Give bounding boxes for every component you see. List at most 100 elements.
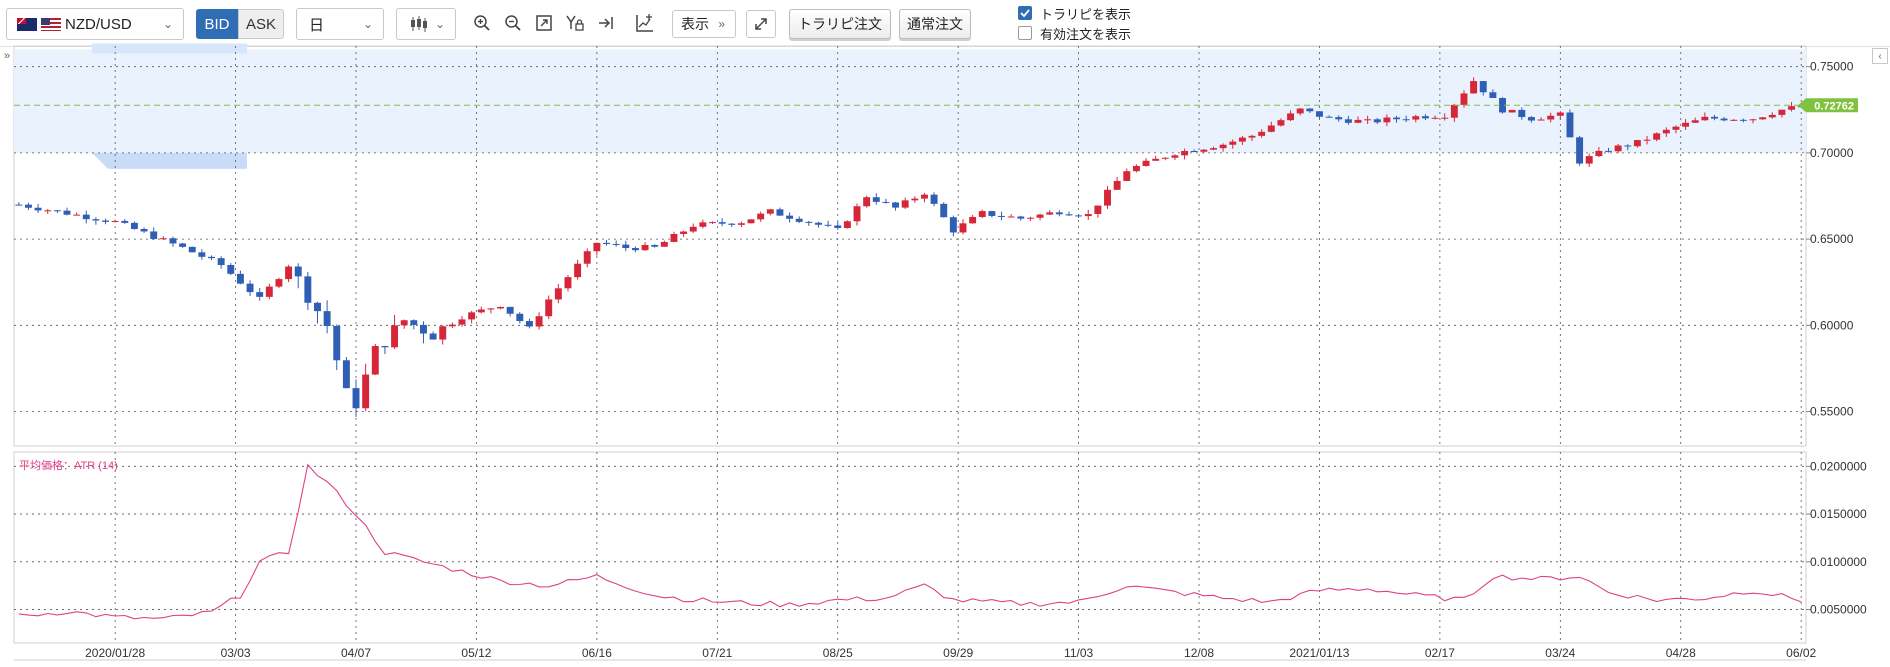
candle xyxy=(92,219,100,221)
candle xyxy=(930,194,938,204)
candle xyxy=(516,313,524,322)
y-axis-lock-icon[interactable] xyxy=(563,11,587,35)
trail-range-band xyxy=(14,49,1806,153)
zoom-out-icon[interactable] xyxy=(501,11,525,35)
time-tick-label: 08/25 xyxy=(823,646,853,660)
candle xyxy=(1739,119,1747,121)
candle xyxy=(15,204,23,206)
candle xyxy=(294,266,302,277)
candle xyxy=(1296,108,1304,114)
candle xyxy=(872,197,880,202)
time-tick-label: 2020/01/28 xyxy=(85,646,145,660)
candle xyxy=(391,325,399,348)
candle xyxy=(458,319,466,325)
candle xyxy=(1441,117,1449,119)
candle xyxy=(901,200,909,208)
expand-button[interactable] xyxy=(746,10,776,38)
price-tick-label: 0.65000 xyxy=(1810,232,1854,246)
ask-button[interactable]: ASK xyxy=(238,9,284,39)
symbol-select[interactable]: NZD/USD ⌄ xyxy=(6,8,184,40)
atr-tick-label: 0.0200000 xyxy=(1810,459,1867,473)
time-tick-label: 07/21 xyxy=(702,646,732,660)
candle xyxy=(1084,214,1092,217)
normal-order-button[interactable]: 通常注文 xyxy=(899,9,971,39)
candle xyxy=(1171,155,1179,158)
candle xyxy=(949,217,957,233)
candle xyxy=(766,209,774,214)
candle xyxy=(641,245,649,251)
candle xyxy=(1017,216,1025,219)
candle xyxy=(236,273,244,284)
candle xyxy=(111,220,119,222)
candle xyxy=(314,302,321,312)
candle xyxy=(130,222,138,229)
candle xyxy=(198,252,206,257)
show-trail-checkbox[interactable]: トラリピを表示 xyxy=(1018,4,1131,22)
timeframe-select[interactable]: 日 ⌄ xyxy=(296,8,384,40)
add-indicator-icon[interactable] xyxy=(633,11,657,35)
fit-screen-icon[interactable] xyxy=(532,11,556,35)
time-tick-label: 03/24 xyxy=(1545,646,1575,660)
display-label: 表示 xyxy=(681,16,709,32)
candle xyxy=(1344,119,1352,123)
candle xyxy=(24,204,32,208)
candle xyxy=(82,214,90,220)
candle xyxy=(1393,117,1401,120)
candle xyxy=(1335,117,1343,120)
candle xyxy=(246,283,254,293)
candle xyxy=(1730,119,1738,121)
candle xyxy=(1662,129,1670,134)
candle xyxy=(1219,144,1227,149)
candle xyxy=(1306,108,1314,112)
candle xyxy=(256,292,264,297)
show-trail-label: トラリピを表示 xyxy=(1040,6,1132,22)
candle xyxy=(419,324,427,334)
time-tick-label: 06/02 xyxy=(1786,646,1816,660)
scroll-to-latest-icon[interactable] xyxy=(594,11,618,35)
trail-order-button[interactable]: トラリピ注文 xyxy=(789,9,891,39)
candle xyxy=(371,346,379,375)
time-tick-label: 02/17 xyxy=(1425,646,1455,660)
time-tick-label: 03/03 xyxy=(221,646,251,660)
candle xyxy=(680,231,688,234)
chevron-down-icon: » xyxy=(718,17,725,31)
current-price-tag xyxy=(1798,98,1858,113)
candle xyxy=(1633,140,1641,147)
candle xyxy=(940,203,948,218)
candle xyxy=(699,222,707,227)
price-tick-label: 0.70000 xyxy=(1810,146,1854,160)
candle xyxy=(1161,157,1169,159)
candle xyxy=(400,320,408,326)
atr-panel-frame xyxy=(13,451,1807,644)
time-tick-label: 2021/01/13 xyxy=(1289,646,1349,660)
candle xyxy=(525,321,533,327)
candle xyxy=(140,228,148,232)
chart-type-select[interactable]: ⌄ xyxy=(396,8,456,40)
candle xyxy=(1402,119,1410,121)
show-active-orders-checkbox[interactable]: 有効注文を表示 xyxy=(1018,24,1131,42)
candle xyxy=(1421,116,1429,119)
candle xyxy=(1065,214,1073,216)
candle xyxy=(1287,113,1295,121)
candle xyxy=(73,214,81,216)
candle xyxy=(1672,126,1680,130)
candle xyxy=(304,276,312,303)
bid-button[interactable]: BID xyxy=(196,9,238,39)
candle xyxy=(709,222,716,224)
candle xyxy=(1104,189,1111,206)
zoom-in-icon[interactable] xyxy=(470,11,494,35)
candle xyxy=(285,266,293,280)
collapse-left-icon[interactable]: » xyxy=(4,50,11,62)
candle xyxy=(1489,92,1497,98)
collapse-right-icon[interactable]: ‹ xyxy=(1872,48,1888,64)
candle xyxy=(275,279,283,287)
candle xyxy=(805,221,813,223)
candle xyxy=(1556,112,1564,116)
candle xyxy=(603,242,610,244)
candle xyxy=(439,326,447,340)
display-menu[interactable]: 表示 » xyxy=(672,10,736,38)
candle xyxy=(1026,217,1034,219)
chevron-down-icon: ⌄ xyxy=(362,17,373,31)
candle xyxy=(1364,119,1372,121)
